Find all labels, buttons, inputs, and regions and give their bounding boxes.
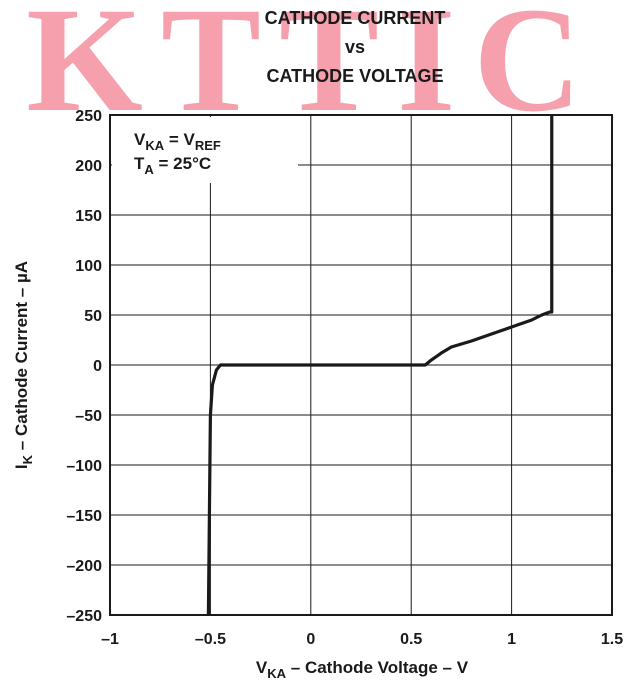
y-tick-label: –150 xyxy=(66,508,102,525)
subscript: KA xyxy=(267,666,286,681)
y-tick-label: –200 xyxy=(66,558,102,575)
x-tick-label: 0.5 xyxy=(400,631,422,648)
y-tick-label: 150 xyxy=(75,208,102,225)
x-tick-label: 0 xyxy=(306,631,315,648)
text-part: = 25°C xyxy=(154,154,211,173)
y-tick-label: –250 xyxy=(66,608,102,625)
x-tick-label: 1.5 xyxy=(601,631,623,648)
y-axis-label: IK – Cathode Current – µA xyxy=(12,261,35,469)
y-tick-label: 200 xyxy=(75,158,102,175)
text-part: V xyxy=(256,658,268,677)
y-tick-label: –100 xyxy=(66,458,102,475)
text-part: T xyxy=(134,154,145,173)
annotation: TA = 25°C xyxy=(134,154,211,177)
annotation: VKA = VREF xyxy=(134,130,221,153)
text-part: = V xyxy=(164,130,195,149)
x-axis-label: VKA – Cathode Voltage – V xyxy=(256,658,469,681)
chart-title: CATHODE CURRENT xyxy=(265,8,446,28)
chart-title: vs xyxy=(345,37,365,57)
y-tick-label: 100 xyxy=(75,258,102,275)
subscript: K xyxy=(20,454,35,464)
text-part: – Cathode Voltage – V xyxy=(286,658,469,677)
chart-title: CATHODE VOLTAGE xyxy=(267,66,444,86)
data-line xyxy=(206,115,554,616)
subscript: A xyxy=(144,162,154,177)
y-tick-label: 250 xyxy=(75,108,102,125)
x-tick-label: –0.5 xyxy=(195,631,226,648)
y-tick-label: –50 xyxy=(75,408,102,425)
text-part: – Cathode Current – µA xyxy=(12,261,31,455)
x-tick-label: –1 xyxy=(101,631,119,648)
annotation-background xyxy=(112,117,298,183)
y-tick-label: 0 xyxy=(93,358,102,375)
subscript: REF xyxy=(195,138,221,153)
y-tick-label: 50 xyxy=(84,308,102,325)
subscript: KA xyxy=(145,138,164,153)
text-part: V xyxy=(134,130,146,149)
text-part: I xyxy=(12,464,31,469)
x-tick-label: 1 xyxy=(507,631,516,648)
plot-frame xyxy=(109,114,613,616)
